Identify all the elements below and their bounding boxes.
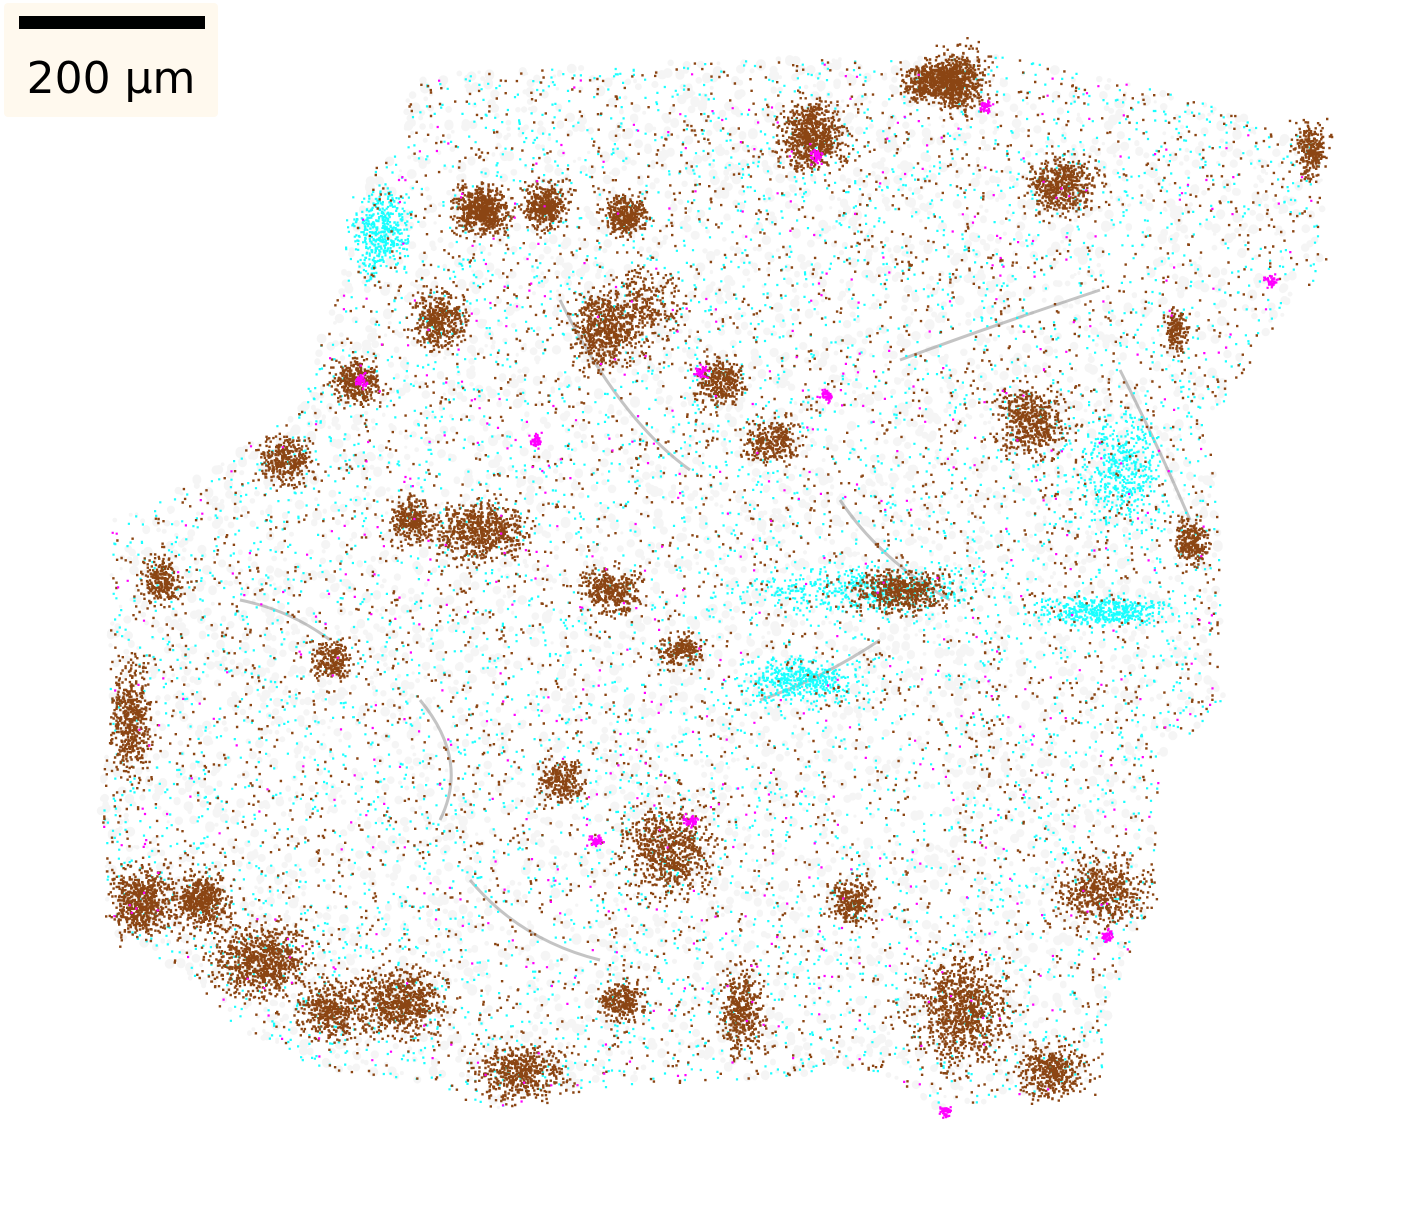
scalebar-line <box>19 16 205 29</box>
scalebar-label: 200 µm <box>26 53 196 104</box>
background-cell-layer <box>96 51 1326 1111</box>
scalebar: 200 µm <box>4 3 218 117</box>
brown-marker-layer <box>102 37 1334 1108</box>
